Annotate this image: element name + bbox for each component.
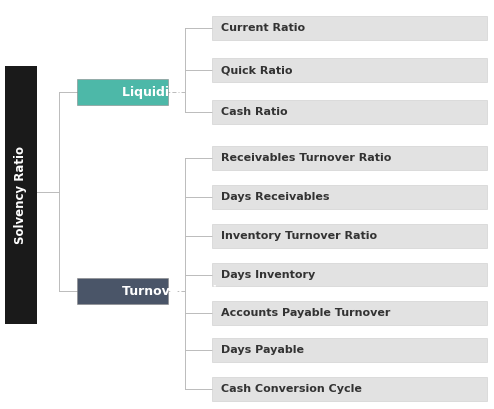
Text: Days Inventory: Days Inventory bbox=[221, 270, 316, 279]
FancyBboxPatch shape bbox=[212, 263, 487, 286]
Text: Receivables Turnover Ratio: Receivables Turnover Ratio bbox=[221, 153, 392, 164]
Text: Days Receivables: Days Receivables bbox=[221, 192, 330, 202]
FancyBboxPatch shape bbox=[77, 278, 168, 304]
FancyBboxPatch shape bbox=[77, 79, 168, 106]
FancyBboxPatch shape bbox=[212, 16, 487, 40]
Text: Turnover Ratio: Turnover Ratio bbox=[122, 285, 226, 298]
Text: Inventory Turnover Ratio: Inventory Turnover Ratio bbox=[221, 231, 377, 241]
Text: Solvency Ratio: Solvency Ratio bbox=[14, 146, 28, 244]
FancyBboxPatch shape bbox=[212, 301, 487, 325]
Text: Cash Conversion Cycle: Cash Conversion Cycle bbox=[221, 384, 362, 394]
Text: Days Payable: Days Payable bbox=[221, 345, 304, 355]
FancyBboxPatch shape bbox=[212, 100, 487, 124]
FancyBboxPatch shape bbox=[212, 224, 487, 248]
FancyBboxPatch shape bbox=[212, 185, 487, 209]
Text: Liquidity Ratio: Liquidity Ratio bbox=[122, 85, 224, 99]
FancyBboxPatch shape bbox=[212, 146, 487, 171]
Text: Accounts Payable Turnover: Accounts Payable Turnover bbox=[221, 308, 391, 318]
FancyBboxPatch shape bbox=[212, 58, 487, 82]
Text: Current Ratio: Current Ratio bbox=[221, 22, 305, 33]
FancyBboxPatch shape bbox=[5, 66, 37, 324]
FancyBboxPatch shape bbox=[212, 377, 487, 401]
FancyBboxPatch shape bbox=[212, 338, 487, 362]
Text: Quick Ratio: Quick Ratio bbox=[221, 65, 293, 75]
Text: Cash Ratio: Cash Ratio bbox=[221, 108, 288, 117]
